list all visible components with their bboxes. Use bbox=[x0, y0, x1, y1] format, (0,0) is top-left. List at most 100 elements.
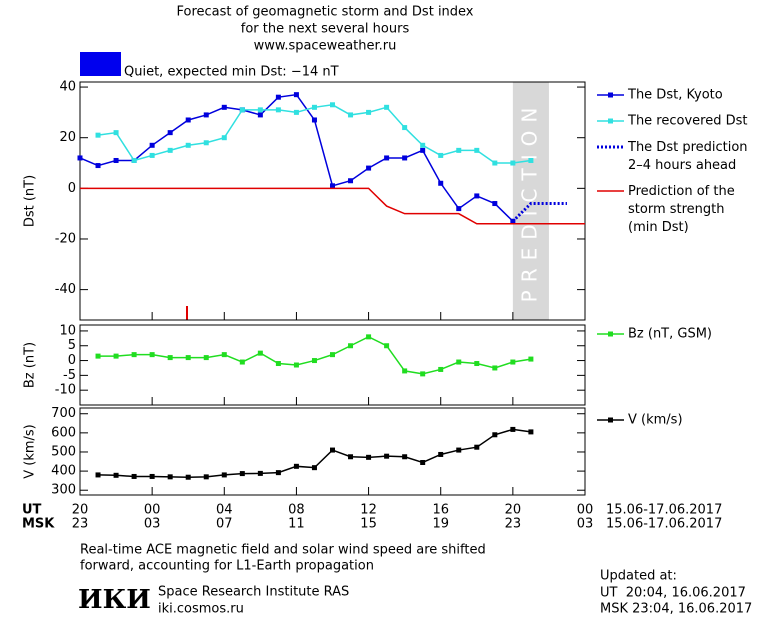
logo: ИКИ bbox=[78, 585, 151, 615]
marker bbox=[239, 471, 245, 477]
y-tick-label: 300 bbox=[51, 483, 76, 498]
marker bbox=[95, 132, 101, 138]
marker bbox=[456, 359, 462, 365]
x-tick-label: 00 bbox=[144, 503, 161, 518]
y-axis-label: V (km/s) bbox=[23, 424, 38, 479]
marker bbox=[185, 474, 191, 480]
marker bbox=[366, 165, 372, 171]
marker bbox=[438, 152, 444, 158]
x-tick-label-msk: 23 bbox=[72, 517, 89, 532]
marker bbox=[311, 358, 317, 364]
marker bbox=[203, 112, 209, 118]
marker bbox=[474, 444, 480, 450]
marker bbox=[384, 155, 390, 161]
y-tick-label: 600 bbox=[51, 425, 76, 440]
date-range: 15.06-17.06.2017 bbox=[606, 503, 722, 518]
marker bbox=[474, 193, 480, 199]
y-axis-label: Dst (nT) bbox=[23, 175, 38, 227]
y-axis-label: Bz (nT) bbox=[23, 342, 38, 388]
marker bbox=[113, 157, 119, 163]
legend-label: Bz (nT, GSM) bbox=[628, 327, 712, 342]
legend-label: V (km/s) bbox=[628, 413, 683, 428]
marker bbox=[275, 361, 281, 367]
x-tick-label-msk: 03 bbox=[144, 517, 161, 532]
marker bbox=[275, 94, 281, 100]
marker bbox=[95, 353, 101, 359]
series-line bbox=[97, 104, 531, 164]
marker bbox=[167, 130, 173, 136]
x-tick-label: 08 bbox=[288, 503, 305, 518]
y-tick-label: 500 bbox=[51, 444, 76, 459]
x-tick-label-msk: 03 bbox=[577, 517, 594, 532]
marker bbox=[95, 163, 101, 169]
plot-frame bbox=[79, 81, 586, 321]
marker bbox=[167, 355, 173, 361]
marker bbox=[492, 201, 498, 207]
prediction-band bbox=[512, 82, 549, 320]
marker bbox=[113, 353, 119, 359]
marker bbox=[348, 454, 354, 460]
marker bbox=[311, 104, 317, 110]
marker bbox=[510, 426, 516, 432]
marker bbox=[528, 429, 534, 435]
marker bbox=[420, 142, 426, 148]
marker bbox=[221, 104, 227, 110]
marker bbox=[257, 350, 263, 356]
marker bbox=[348, 112, 354, 118]
status-box bbox=[80, 52, 121, 76]
marker bbox=[221, 135, 227, 141]
x-tick-label-msk: 19 bbox=[432, 517, 449, 532]
marker bbox=[239, 107, 245, 113]
updated-msk: MSK 23:04, 16.06.2017 bbox=[600, 602, 752, 617]
x-tick-label-msk: 07 bbox=[216, 517, 233, 532]
marker bbox=[257, 112, 263, 118]
updated-ut: UT 20:04, 16.06.2017 bbox=[600, 586, 746, 601]
marker bbox=[438, 451, 444, 457]
marker bbox=[257, 470, 263, 476]
y-tick-label: 700 bbox=[51, 406, 76, 421]
marker bbox=[366, 334, 372, 340]
marker bbox=[420, 147, 426, 153]
status: Quiet, expected min Dst: −14 nT bbox=[124, 65, 339, 80]
title: for the next several hours bbox=[241, 22, 410, 37]
marker bbox=[113, 472, 119, 478]
legend-marker bbox=[608, 417, 613, 423]
x-tick-label-msk: 23 bbox=[505, 517, 522, 532]
marker bbox=[311, 117, 317, 123]
marker bbox=[528, 157, 534, 163]
note: forward, accounting for L1-Earth propaga… bbox=[80, 559, 374, 574]
marker bbox=[149, 142, 155, 148]
y-tick-label: 0 bbox=[68, 181, 76, 196]
marker bbox=[366, 454, 372, 460]
x-tick-label: 04 bbox=[216, 503, 233, 518]
institute: Space Research Institute RAS bbox=[158, 585, 349, 600]
marker bbox=[257, 107, 263, 113]
marker bbox=[384, 453, 390, 459]
legend-label: The Dst prediction 2–4 hours ahead bbox=[627, 140, 748, 173]
marker bbox=[185, 142, 191, 148]
x-tick-label: 20 bbox=[505, 503, 522, 518]
marker bbox=[330, 183, 335, 189]
y-tick-label: -5 bbox=[63, 368, 76, 383]
y-tick-label: 5 bbox=[68, 338, 76, 353]
marker bbox=[185, 355, 191, 361]
marker bbox=[438, 366, 444, 372]
marker bbox=[474, 147, 480, 153]
marker bbox=[275, 470, 281, 476]
marker bbox=[384, 343, 390, 349]
marker bbox=[293, 362, 299, 368]
series-line bbox=[80, 187, 585, 225]
x-tick-label: 16 bbox=[432, 503, 449, 518]
marker bbox=[95, 472, 101, 478]
marker bbox=[149, 152, 155, 158]
marker bbox=[438, 180, 444, 186]
y-tick-label: -20 bbox=[55, 231, 76, 246]
marker bbox=[420, 371, 426, 377]
x-tick-label-msk: 11 bbox=[288, 517, 305, 532]
y-tick-label: 10 bbox=[59, 323, 76, 338]
y-tick-label: 40 bbox=[59, 80, 76, 95]
marker bbox=[293, 109, 299, 115]
marker bbox=[239, 359, 245, 365]
y-tick-label: 0 bbox=[68, 353, 76, 368]
